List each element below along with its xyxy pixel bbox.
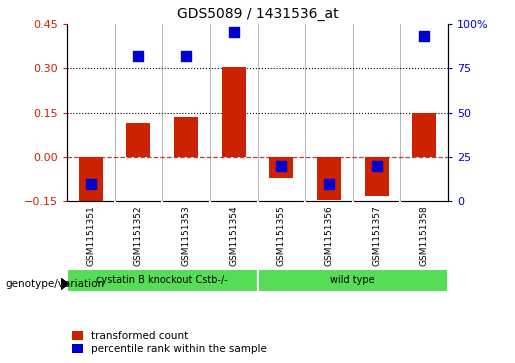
Text: genotype/variation: genotype/variation xyxy=(5,279,104,289)
Text: GSM1151352: GSM1151352 xyxy=(134,205,143,266)
Text: GSM1151355: GSM1151355 xyxy=(277,205,286,266)
Title: GDS5089 / 1431536_at: GDS5089 / 1431536_at xyxy=(177,7,338,21)
Text: cystatin B knockout Cstb-/-: cystatin B knockout Cstb-/- xyxy=(96,276,228,285)
Text: GSM1151351: GSM1151351 xyxy=(87,205,95,266)
Legend: transformed count, percentile rank within the sample: transformed count, percentile rank withi… xyxy=(72,331,267,354)
Bar xyxy=(365,157,388,196)
Bar xyxy=(413,113,436,157)
Point xyxy=(87,181,95,187)
Point xyxy=(277,163,285,169)
Bar xyxy=(222,66,246,157)
Bar xyxy=(79,157,102,203)
Bar xyxy=(269,157,293,178)
Bar xyxy=(174,117,198,157)
Text: wild type: wild type xyxy=(331,276,375,285)
Polygon shape xyxy=(61,278,68,290)
Bar xyxy=(258,269,448,292)
Text: GSM1151358: GSM1151358 xyxy=(420,205,428,266)
Point xyxy=(134,53,143,58)
Point xyxy=(372,163,381,169)
Point xyxy=(420,33,428,39)
Text: GSM1151353: GSM1151353 xyxy=(182,205,191,266)
Text: GSM1151357: GSM1151357 xyxy=(372,205,381,266)
Point xyxy=(182,53,190,58)
Bar xyxy=(127,123,150,157)
Bar xyxy=(67,269,258,292)
Point xyxy=(230,29,238,35)
Point xyxy=(325,181,333,187)
Bar xyxy=(317,157,341,200)
Text: GSM1151354: GSM1151354 xyxy=(229,205,238,266)
Text: GSM1151356: GSM1151356 xyxy=(324,205,333,266)
